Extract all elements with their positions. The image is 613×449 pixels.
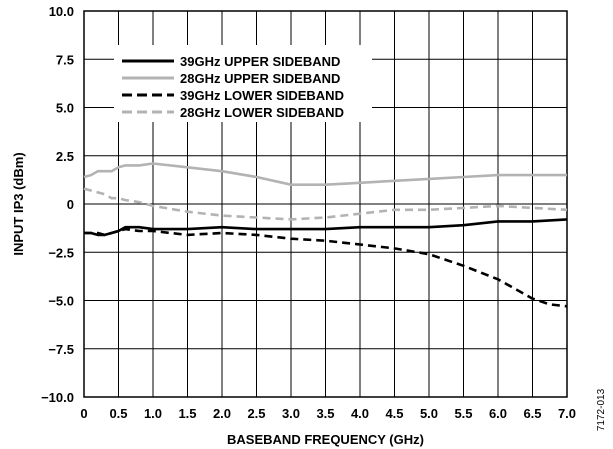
plot-area-frame [83, 10, 568, 398]
x-tick-label: 0 [80, 406, 87, 421]
y-tick-label: 0 [67, 197, 74, 212]
legend-label-1: 39GHz UPPER SIDEBAND [180, 54, 340, 69]
x-tick-label: 1.0 [144, 406, 162, 421]
x-tick-label: 2.0 [213, 406, 231, 421]
series-layer [83, 162, 568, 308]
x-tick-label: 6.0 [489, 406, 507, 421]
x-tick-label: 1.5 [178, 406, 196, 421]
x-tick-label: 5.5 [454, 406, 472, 421]
y-tick-label: 10.0 [49, 4, 74, 19]
x-tick-label: 6.5 [523, 406, 541, 421]
x-tick-label: 4.0 [351, 406, 369, 421]
x-tick-label: 4.5 [385, 406, 403, 421]
x-tick-label: 0.5 [109, 406, 127, 421]
y-tick-label: 5.0 [56, 101, 74, 116]
x-axis-tick-labels: 0 0.5 1.0 1.5 2.0 2.5 3.0 3.5 4.0 4.5 5.0 5.5 6.0 6.5… [80, 406, 576, 421]
figure-id: 7172-013 [596, 388, 607, 431]
x-tick-label: 5.0 [420, 406, 438, 421]
series-line-1 [84, 218, 568, 237]
y-tick-label: −5.0 [48, 294, 74, 309]
legend-label-4: 28GHz LOWER SIDEBAND [180, 105, 344, 120]
x-tick-label: 7.0 [558, 406, 576, 421]
series-line-2 [83, 162, 567, 186]
legend-label-3: 39GHz LOWER SIDEBAND [180, 88, 344, 103]
x-tick-label: 3.0 [282, 406, 300, 421]
legend: 39GHz UPPER SIDEBAND 28GHz UPPER SIDEBAND… [114, 45, 372, 122]
y-tick-label: −7.5 [48, 342, 74, 357]
series-line-3 [84, 227, 568, 308]
x-axis-title: BASEBAND FREQUENCY (GHz) [227, 432, 424, 447]
y-tick-label: 7.5 [56, 52, 74, 67]
y-axis-tick-labels: 10.0 7.5 5.0 2.5 0 −2.5 −5.0 −7.5 −10.0 [41, 4, 74, 405]
y-tick-label: −2.5 [48, 245, 74, 260]
x-tick-label: 3.5 [316, 406, 334, 421]
y-axis-title: INPUT IP3 (dBm) [11, 152, 26, 255]
y-tick-label: −10.0 [41, 390, 74, 405]
y-tick-label: 2.5 [56, 149, 74, 164]
legend-background [114, 45, 372, 122]
legend-label-2: 28GHz UPPER SIDEBAND [180, 71, 340, 86]
x-tick-label: 2.5 [247, 406, 265, 421]
